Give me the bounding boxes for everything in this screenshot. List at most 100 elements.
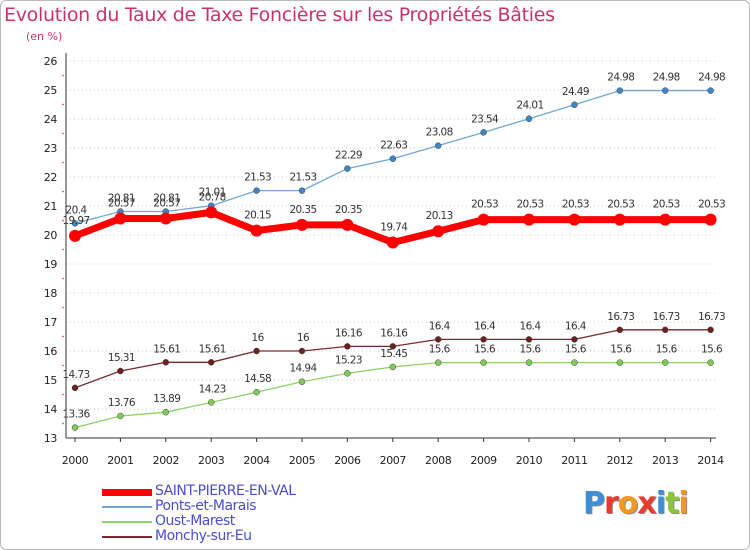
y-minor-tick: [62, 306, 64, 309]
data-point: [432, 225, 445, 238]
data-label: 16.4: [565, 320, 587, 332]
data-label: 15.6: [520, 344, 542, 356]
data-point: [298, 187, 306, 194]
x-tick-label: 2005: [289, 454, 316, 467]
data-label: 15.31: [108, 352, 135, 364]
x-tick-label: 2004: [243, 454, 270, 467]
legend-swatch: [102, 536, 152, 538]
y-minor-tick: [62, 74, 64, 77]
x-tick-label: 2008: [425, 454, 452, 467]
data-point: [344, 165, 351, 172]
data-point: [389, 363, 397, 371]
data-label: 15.6: [429, 344, 451, 356]
data-point: [253, 187, 260, 194]
data-label: 24.98: [698, 72, 725, 84]
data-label: 15.6: [610, 344, 632, 356]
data-point: [207, 399, 215, 406]
data-point: [341, 218, 354, 231]
data-label: 19.97: [62, 215, 89, 227]
data-label: 20.35: [289, 204, 316, 216]
data-point: [434, 336, 442, 343]
legend-label: Monchy-sur-Eu: [155, 528, 252, 544]
data-label: 15.61: [199, 343, 226, 355]
data-label: 23.54: [471, 113, 499, 125]
data-label: 14.23: [199, 383, 226, 395]
y-tick-label: 19: [44, 258, 58, 271]
data-point: [386, 236, 399, 249]
data-label: 24.01: [516, 100, 543, 112]
data-label: 20.81: [108, 193, 135, 205]
y-tick-label: 22: [44, 171, 57, 184]
x-tick-label: 2012: [607, 454, 633, 467]
data-point: [661, 87, 669, 94]
data-label: 16.4: [520, 320, 542, 332]
y-minor-tick: [62, 161, 64, 164]
legend-label: Oust-Marest: [155, 513, 235, 529]
data-point: [298, 378, 306, 385]
data-label: 20.15: [244, 210, 271, 222]
y-tick-label: 25: [44, 84, 58, 97]
data-label: 20.53: [653, 199, 680, 211]
data-point: [661, 359, 669, 366]
y-tick-label: 20: [44, 229, 58, 242]
data-point: [162, 408, 170, 416]
data-label: 14.73: [62, 369, 89, 381]
logo-letter: t: [665, 486, 679, 521]
data-label: 20.35: [335, 204, 362, 216]
y-tick-label: 21: [44, 200, 57, 213]
data-point: [571, 101, 578, 109]
data-label: 16.73: [698, 311, 725, 323]
data-label: 13.76: [108, 397, 136, 409]
data-label: 20.53: [562, 199, 589, 211]
logo-letter: o: [617, 486, 639, 521]
data-label: 20.53: [607, 199, 634, 211]
data-point: [159, 212, 172, 225]
data-label: 20.53: [471, 199, 498, 211]
y-tick-label: 23: [44, 142, 58, 155]
y-minor-tick: [62, 219, 64, 222]
y-tick-label: 17: [44, 316, 58, 329]
data-label: 16.4: [429, 320, 451, 332]
data-label: 16.16: [380, 327, 408, 339]
x-tick-label: 2000: [62, 454, 89, 467]
chart-title: Evolution du Taux de Taxe Foncière sur l…: [4, 4, 555, 26]
x-tick-label: 2007: [380, 454, 407, 467]
data-point: [250, 224, 263, 237]
x-tick-label: 2006: [334, 454, 361, 467]
x-tick-label: 2001: [107, 454, 133, 467]
data-label: 15.23: [335, 354, 362, 366]
data-label: 13.36: [62, 409, 90, 421]
data-label: 15.6: [701, 344, 723, 356]
data-label: 14.58: [244, 373, 271, 385]
data-point: [525, 115, 533, 122]
x-tick-label: 2011: [561, 454, 587, 467]
data-point: [114, 212, 127, 225]
data-label: 13.89: [153, 393, 180, 405]
data-label: 20.78: [199, 191, 226, 203]
legend-swatch: [102, 521, 152, 523]
data-label: 20.57: [153, 197, 180, 209]
data-label: 16: [252, 332, 265, 344]
y-tick-label: 15: [44, 374, 58, 387]
data-point: [616, 326, 624, 334]
data-label: 20.53: [698, 199, 725, 211]
legend-swatch: [102, 506, 152, 508]
data-point: [389, 155, 397, 162]
data-label: 15.45: [380, 348, 407, 360]
data-label: 15.61: [153, 343, 180, 355]
x-tick-label: 2002: [153, 454, 179, 467]
data-label: 15.6: [656, 344, 678, 356]
data-point: [568, 213, 581, 226]
data-point: [205, 206, 218, 219]
data-point: [253, 347, 260, 355]
data-point: [71, 220, 79, 227]
logo-letter: i: [655, 486, 666, 521]
x-tick-label: 2010: [516, 454, 543, 467]
data-label: 21.01: [199, 187, 226, 199]
x-tick-label: 2009: [470, 454, 497, 467]
data-label: 23.08: [426, 127, 453, 139]
data-point: [480, 359, 487, 366]
data-point: [659, 213, 672, 226]
data-point: [707, 326, 714, 334]
data-label: 16.73: [607, 311, 634, 323]
